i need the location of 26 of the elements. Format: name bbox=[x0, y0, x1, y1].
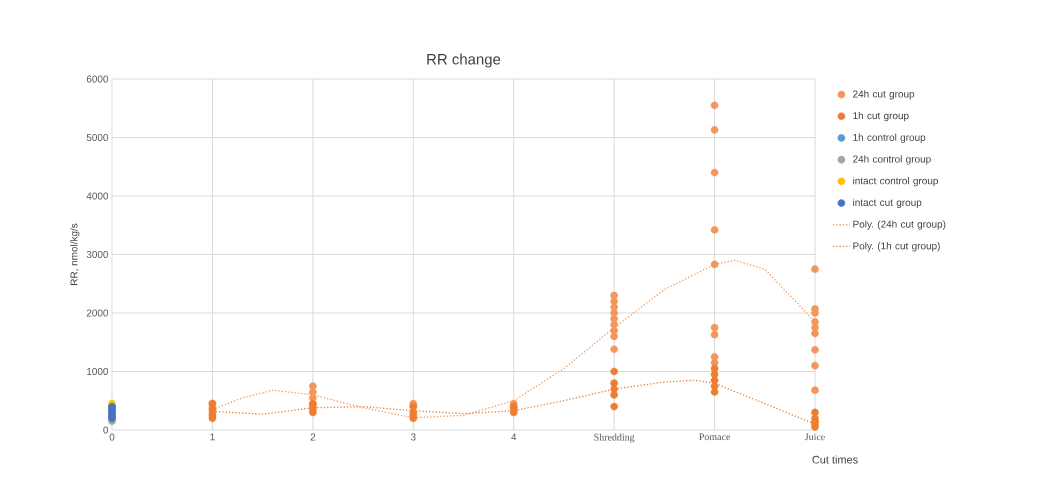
legend-label: 1h control group bbox=[853, 133, 926, 143]
chart-title: RR change bbox=[427, 53, 501, 68]
x-tick-label: 2 bbox=[310, 433, 316, 441]
x-tick-label: Juice bbox=[804, 433, 825, 441]
legend-label: Poly. (1h cut group) bbox=[853, 242, 940, 252]
y-tick-label: 5000 bbox=[86, 133, 109, 142]
x-tick-label: 1 bbox=[210, 433, 215, 441]
y-tick-label: 0 bbox=[103, 426, 109, 434]
x-tick-label: Pomace bbox=[699, 433, 730, 441]
x-tick-label: 3 bbox=[410, 433, 416, 441]
y-tick-label: 6000 bbox=[86, 75, 109, 83]
y-tick-label: 4000 bbox=[86, 192, 109, 200]
legend-label: 1h cut group bbox=[853, 111, 909, 122]
y-tick-label: 3000 bbox=[86, 250, 109, 259]
legend-label: 24h control group bbox=[853, 155, 931, 165]
y-tick-label: 2000 bbox=[86, 309, 109, 317]
y-tick-label: 1000 bbox=[87, 367, 109, 376]
y-axis-title: RR, nmol/kg/s bbox=[70, 223, 80, 285]
legend-label: intact control group bbox=[853, 177, 938, 187]
legend-label: 24h cut group bbox=[853, 90, 915, 100]
legend-label: intact cut group bbox=[853, 198, 922, 208]
legend-label: Poly. (24h cut group) bbox=[853, 220, 946, 230]
x-tick-label: 4 bbox=[511, 433, 517, 441]
x-tick-label: Shredding bbox=[594, 433, 635, 443]
x-axis-title: Cut times bbox=[812, 455, 858, 464]
x-tick-label: 0 bbox=[109, 433, 115, 441]
